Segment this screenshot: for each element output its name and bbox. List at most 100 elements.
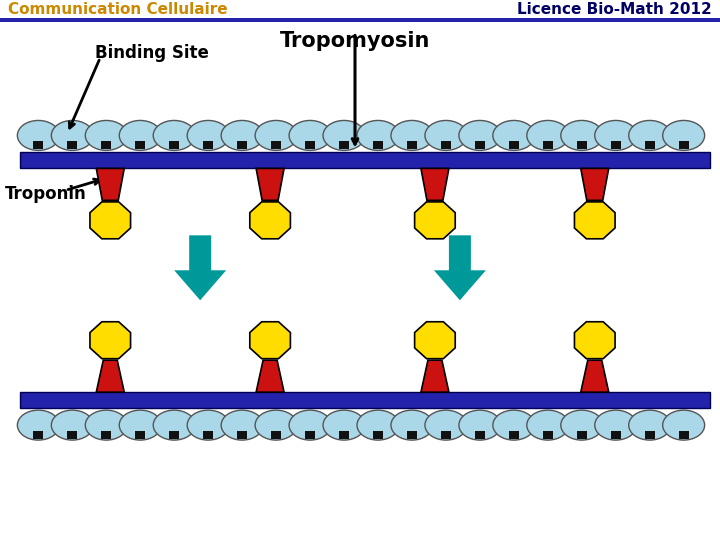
- Bar: [20, 152, 710, 168]
- Ellipse shape: [85, 120, 127, 151]
- Ellipse shape: [221, 120, 263, 151]
- Ellipse shape: [459, 120, 501, 151]
- Ellipse shape: [459, 410, 501, 440]
- Polygon shape: [421, 360, 449, 392]
- Bar: [339, 431, 349, 439]
- Ellipse shape: [629, 120, 670, 151]
- Bar: [237, 431, 247, 439]
- Ellipse shape: [561, 410, 603, 440]
- Polygon shape: [96, 360, 125, 392]
- Ellipse shape: [120, 410, 161, 440]
- Bar: [543, 431, 553, 439]
- Bar: [577, 431, 587, 439]
- Polygon shape: [90, 322, 130, 359]
- Bar: [203, 141, 213, 150]
- Text: Communication Cellulaire: Communication Cellulaire: [9, 2, 228, 17]
- Bar: [373, 431, 383, 439]
- Ellipse shape: [85, 410, 127, 440]
- Ellipse shape: [662, 410, 705, 440]
- Text: Licence Bio-Math 2012: Licence Bio-Math 2012: [517, 2, 711, 17]
- Ellipse shape: [493, 410, 535, 440]
- Ellipse shape: [391, 120, 433, 151]
- Ellipse shape: [323, 120, 365, 151]
- Ellipse shape: [187, 120, 229, 151]
- Text: Binding Site: Binding Site: [95, 44, 209, 62]
- Polygon shape: [96, 168, 125, 200]
- Bar: [611, 141, 621, 150]
- Ellipse shape: [323, 410, 365, 440]
- Ellipse shape: [255, 120, 297, 151]
- Bar: [237, 141, 247, 150]
- Bar: [20, 392, 710, 408]
- Ellipse shape: [153, 120, 195, 151]
- Ellipse shape: [120, 120, 161, 151]
- Bar: [271, 431, 281, 439]
- FancyArrow shape: [174, 235, 226, 300]
- Bar: [1, 18, 719, 22]
- Polygon shape: [421, 168, 449, 200]
- Polygon shape: [581, 360, 608, 392]
- Bar: [611, 431, 621, 439]
- Polygon shape: [575, 322, 615, 359]
- Ellipse shape: [595, 410, 636, 440]
- Bar: [203, 431, 213, 439]
- Bar: [577, 141, 587, 150]
- Bar: [169, 141, 179, 150]
- Ellipse shape: [187, 410, 229, 440]
- Ellipse shape: [629, 410, 670, 440]
- Bar: [102, 431, 112, 439]
- Bar: [67, 431, 77, 439]
- Bar: [33, 141, 43, 150]
- Polygon shape: [256, 168, 284, 200]
- Bar: [441, 141, 451, 150]
- Polygon shape: [415, 202, 455, 239]
- Bar: [509, 141, 519, 150]
- Ellipse shape: [17, 410, 59, 440]
- Bar: [33, 431, 43, 439]
- Bar: [679, 141, 688, 150]
- Bar: [305, 431, 315, 439]
- Ellipse shape: [662, 120, 705, 151]
- Polygon shape: [581, 168, 608, 200]
- Bar: [543, 141, 553, 150]
- Bar: [67, 141, 77, 150]
- Ellipse shape: [391, 410, 433, 440]
- Bar: [339, 141, 349, 150]
- Text: Tropomyosin: Tropomyosin: [280, 31, 430, 51]
- Ellipse shape: [51, 410, 94, 440]
- Ellipse shape: [153, 410, 195, 440]
- Bar: [441, 431, 451, 439]
- Ellipse shape: [527, 120, 569, 151]
- Polygon shape: [575, 202, 615, 239]
- Ellipse shape: [561, 120, 603, 151]
- Text: Troponin: Troponin: [5, 185, 87, 204]
- Ellipse shape: [51, 120, 94, 151]
- Polygon shape: [250, 322, 290, 359]
- Bar: [407, 431, 417, 439]
- Ellipse shape: [17, 120, 59, 151]
- Ellipse shape: [255, 410, 297, 440]
- Polygon shape: [90, 202, 130, 239]
- Ellipse shape: [357, 410, 399, 440]
- Bar: [475, 141, 485, 150]
- Ellipse shape: [221, 410, 263, 440]
- Bar: [679, 431, 688, 439]
- Ellipse shape: [425, 120, 467, 151]
- Bar: [169, 431, 179, 439]
- Ellipse shape: [425, 410, 467, 440]
- Ellipse shape: [357, 120, 399, 151]
- Bar: [102, 141, 112, 150]
- Ellipse shape: [595, 120, 636, 151]
- Polygon shape: [256, 360, 284, 392]
- Bar: [644, 141, 654, 150]
- Bar: [509, 431, 519, 439]
- Polygon shape: [250, 202, 290, 239]
- Polygon shape: [415, 322, 455, 359]
- Ellipse shape: [289, 410, 331, 440]
- Ellipse shape: [289, 120, 331, 151]
- Bar: [475, 431, 485, 439]
- Bar: [305, 141, 315, 150]
- Bar: [271, 141, 281, 150]
- Bar: [407, 141, 417, 150]
- Bar: [644, 431, 654, 439]
